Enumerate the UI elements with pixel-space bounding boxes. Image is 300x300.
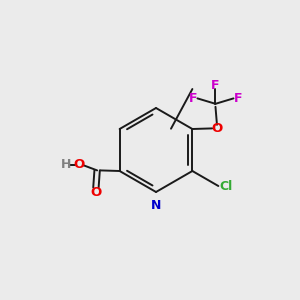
Text: N: N — [151, 199, 161, 212]
Text: F: F — [234, 92, 242, 105]
Text: O: O — [73, 158, 84, 172]
Text: O: O — [90, 185, 102, 199]
Text: Cl: Cl — [220, 179, 233, 193]
Text: F: F — [211, 79, 220, 92]
Text: H: H — [61, 158, 71, 172]
Text: O: O — [211, 122, 223, 135]
Text: F: F — [189, 92, 197, 105]
